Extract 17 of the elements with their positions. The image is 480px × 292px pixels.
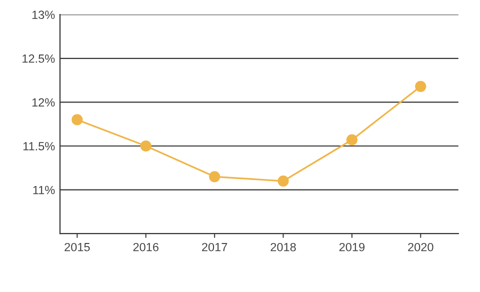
point [415,80,426,92]
y-tick-label: 12% [32,98,55,107]
x-tick-label: 2016 [133,242,158,252]
point [140,140,152,152]
x-tick-label: 2019 [339,242,365,252]
x-tick-label: 2015 [64,242,90,252]
y-tick-label: 11.5% [23,142,55,150]
x-tick-label: 2020 [408,242,434,252]
y-tick-label: 12.5% [22,54,55,63]
point [208,171,220,182]
x-tick-label: 2017 [202,242,228,252]
point [278,175,289,187]
point [346,134,358,146]
y-tick-label: 11% [33,186,55,194]
x-tick-label: 2018 [270,242,296,252]
y-tick-label: 13% [32,10,55,19]
point [72,114,83,126]
